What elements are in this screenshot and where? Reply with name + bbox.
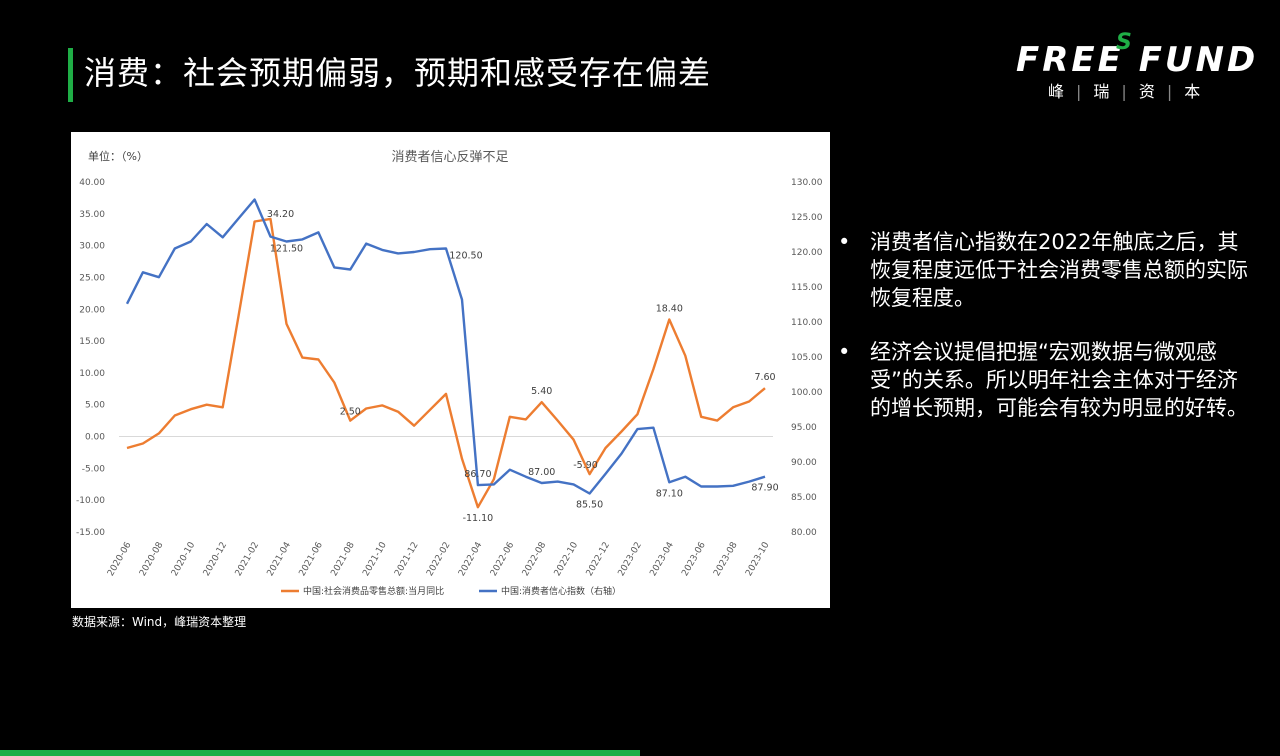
x-tick-label: 2021-08 <box>329 540 357 578</box>
y-right-tick-label: 80.00 <box>791 528 817 538</box>
y-left-tick-label: 10.00 <box>79 369 105 379</box>
series-line <box>125 198 766 495</box>
x-tick-label: 2021-10 <box>361 540 389 578</box>
x-tick-label: 2020-10 <box>170 540 198 578</box>
y-left-tick-label: -10.00 <box>76 496 105 506</box>
y-left-tick-label: 35.00 <box>79 210 105 220</box>
y-right-tick-label: 120.00 <box>791 248 823 258</box>
chart-title: 消费者信心反弹不足 <box>391 150 508 165</box>
x-tick-label: 2023-06 <box>680 540 708 578</box>
y-left-tick-label: 15.00 <box>79 337 105 347</box>
logo-char: 资 <box>1138 82 1157 101</box>
y-right-tick-label: 90.00 <box>791 458 817 468</box>
logo-char: 瑞 <box>1093 82 1112 101</box>
bullet-symbol: • <box>838 340 851 364</box>
data-label: 87.90 <box>751 483 778 494</box>
x-tick-label: 2020-12 <box>202 541 229 579</box>
bullet-text: 消费者信心指数在2022年触底之后，其恢复程度远低于社会消费零售总额的实际恢复程… <box>870 230 1248 310</box>
legend-label: 中国:消费者信心指数（右轴） <box>501 585 621 597</box>
x-tick-label: 2021-12 <box>393 541 420 579</box>
y-left-tick-label: -15.00 <box>76 528 105 538</box>
y-left-tick-label: 30.00 <box>79 242 105 252</box>
x-tick-label: 2021-04 <box>266 540 294 578</box>
bullet-item: • 经济会议提倡把握“宏观数据与微观感受”的关系。所以明年社会主体对于经济的增长… <box>838 338 1258 422</box>
data-label: 121.50 <box>270 244 303 255</box>
x-tick-label: 2022-06 <box>489 540 517 578</box>
data-label: 85.50 <box>576 500 603 511</box>
logo-subtitle: 峰 | 瑞 | 资 | 本 <box>1048 82 1203 101</box>
logo-char: 本 <box>1184 82 1203 101</box>
x-tick-label: 2023-10 <box>744 540 772 578</box>
logo-wordmark: FREE FUND <box>1016 40 1259 80</box>
data-label: 87.10 <box>656 488 683 499</box>
x-tick-label: 2022-10 <box>553 540 581 578</box>
data-label: 120.50 <box>449 251 482 262</box>
x-tick-label: 2023-04 <box>648 540 676 578</box>
y-right-tick-label: 105.00 <box>791 353 823 363</box>
data-label: 87.00 <box>528 467 555 478</box>
data-label: 7.60 <box>754 372 775 383</box>
y-left-tick-label: 0.00 <box>85 433 105 443</box>
y-right-tick-label: 130.00 <box>791 178 823 188</box>
y-left-tick-label: 40.00 <box>79 178 105 188</box>
y-left-tick-label: -5.00 <box>82 464 106 474</box>
y-right-tick-label: 100.00 <box>791 388 823 398</box>
legend-label: 中国:社会消费品零售总额:当月同比 <box>303 585 444 597</box>
data-label: 86.70 <box>464 469 491 480</box>
x-tick-label: 2023-02 <box>617 541 644 579</box>
y-left-tick-label: 5.00 <box>85 401 105 411</box>
y-right-tick-label: 110.00 <box>791 318 823 328</box>
data-label: -11.10 <box>463 513 494 524</box>
unit-label: 单位：（%） <box>88 149 148 163</box>
bullet-text: 经济会议提倡把握“宏观数据与微观感受”的关系。所以明年社会主体对于经济的增长预期… <box>870 340 1248 420</box>
bullet-symbol: • <box>838 230 851 254</box>
y-right-tick-label: 95.00 <box>791 423 817 433</box>
x-tick-label: 2022-04 <box>457 540 485 578</box>
line-chart: 消费者信心反弹不足 单位：（%） -15.00 -10.00 -5.00 0.00 5.00… <box>76 149 823 597</box>
data-label: 18.40 <box>656 303 683 314</box>
y-right-tick-label: 85.00 <box>791 493 817 503</box>
logo-char: 峰 <box>1048 82 1067 101</box>
data-source-note: 数据来源：Wind，峰瑞资本整理 <box>72 615 247 629</box>
y-left-tick-label: 20.00 <box>79 305 105 315</box>
y-right-tick-label: 125.00 <box>791 213 823 223</box>
title-accent-bar <box>68 48 73 102</box>
logo-superscript: S <box>1116 30 1132 55</box>
data-label: -5.90 <box>573 460 598 471</box>
x-tick-label: 2021-06 <box>298 540 326 578</box>
x-tick-label: 2021-02 <box>234 541 261 579</box>
logo: FREE FUND S 峰 | 瑞 | 资 | 本 <box>1012 30 1262 104</box>
x-tick-label: 2022-08 <box>521 540 549 578</box>
y-left-tick-label: 25.00 <box>79 273 105 283</box>
x-tick-label: 2022-02 <box>425 541 452 579</box>
x-tick-label: 2020-06 <box>106 540 134 578</box>
x-tick-label: 2023-08 <box>712 540 740 578</box>
x-tick-label: 2020-08 <box>138 540 166 578</box>
data-label: 2.50 <box>340 407 361 418</box>
y-right-tick-label: 115.00 <box>791 283 823 293</box>
chart-panel: 消费者信心反弹不足 单位：（%） -15.00 -10.00 -5.00 0.00 5.00… <box>71 132 830 608</box>
series-line <box>126 217 766 509</box>
data-label: 34.20 <box>267 209 294 220</box>
bullet-list: • 消费者信心指数在2022年触底之后，其恢复程度远低于社会消费零售总额的实际恢… <box>838 228 1258 448</box>
data-label: 5.40 <box>531 386 552 397</box>
bullet-item: • 消费者信心指数在2022年触底之后，其恢复程度远低于社会消费零售总额的实际恢… <box>838 228 1258 312</box>
x-tick-label: 2022-12 <box>585 541 612 579</box>
bottom-accent-line <box>0 750 640 756</box>
page-title: 消费：社会预期偏弱，预期和感受存在偏差 <box>84 54 712 92</box>
